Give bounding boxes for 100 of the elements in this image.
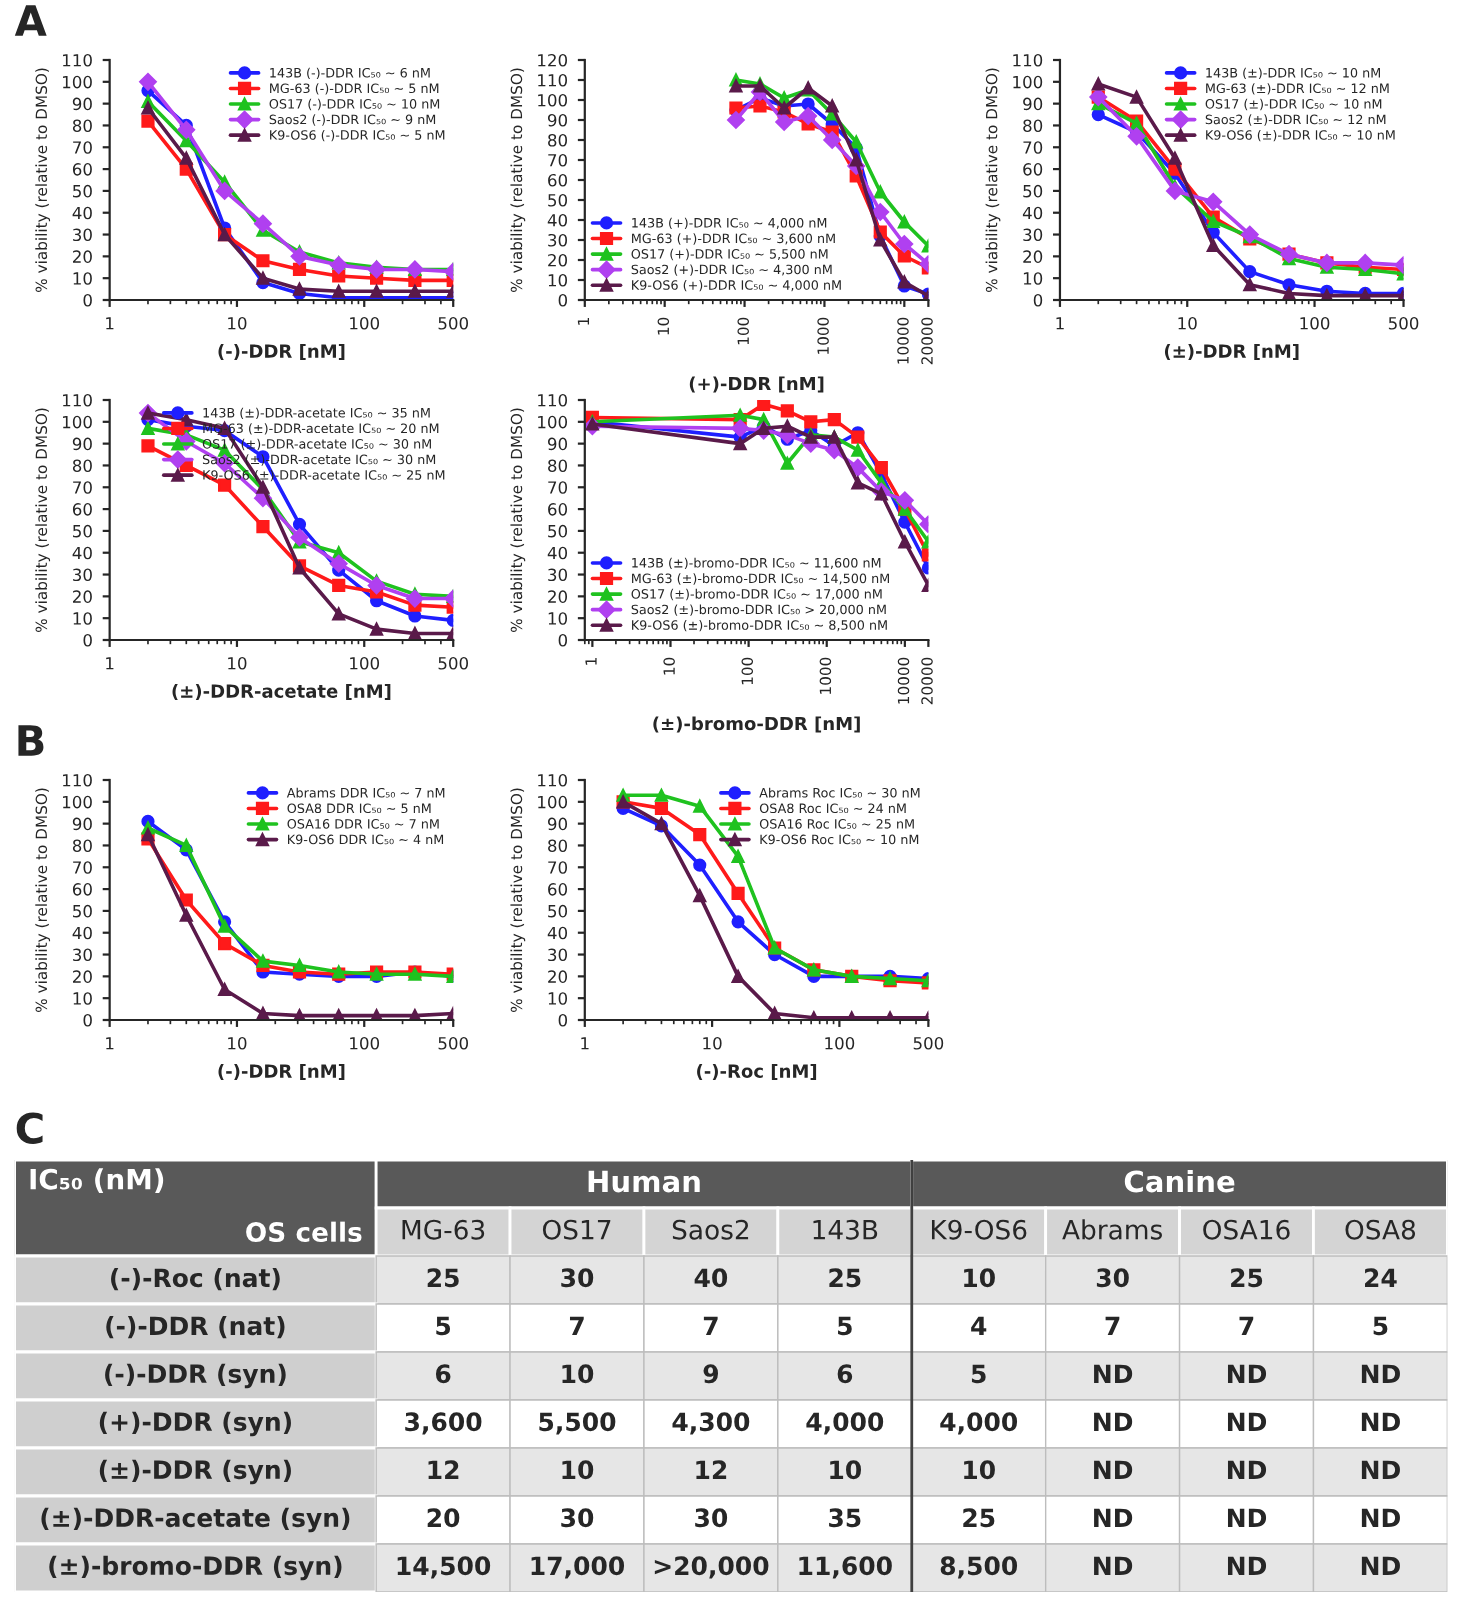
x-tick-label: 100 (350, 316, 380, 330)
y-tick-label: 100 (1013, 75, 1043, 89)
category-label: (±)-DDR-acetate (syn) (41, 1507, 350, 1533)
text: 14,500 (397, 1556, 491, 1579)
x-tick-label: 10 (703, 1036, 722, 1050)
x-tick-label: 1 (106, 1037, 114, 1050)
y-tick-label: 30 (548, 233, 568, 247)
y-tick-label: 40 (72, 926, 92, 940)
y-tick-label: 90 (547, 817, 568, 831)
y-tick-label: 70 (73, 141, 92, 154)
x-tick-label: 100 (350, 656, 380, 670)
y-tick-label: 100 (63, 75, 92, 89)
y-tick-label: 100 (63, 415, 92, 429)
y-tick-label: 70 (1023, 141, 1043, 154)
text: 7 (703, 1316, 718, 1335)
y-tick-label: 90 (72, 437, 92, 451)
x-axis-title: (±)-DDR [nM] (1164, 343, 1299, 361)
y-tick-label: 0 (83, 1013, 92, 1027)
x-axis-title: (-)-DDR [nM] (218, 343, 345, 361)
y-tick-label: 10 (548, 992, 568, 1005)
y-tick-label: 60 (548, 503, 568, 516)
y-tick-label: 50 (73, 904, 92, 918)
text: 4,300 (672, 1412, 750, 1435)
y-tick-label: 80 (1023, 119, 1043, 133)
text: 6 (837, 1364, 853, 1384)
y-tick-label: 110 (538, 773, 568, 787)
text: 12 (428, 1460, 459, 1479)
text: Canine (1124, 1169, 1235, 1193)
x-tick-label: 10 (1178, 316, 1197, 330)
category-label: MG-63 (402, 1219, 485, 1240)
y-tick-label: 100 (63, 795, 92, 809)
text: >20,000 (654, 1556, 769, 1579)
y-tick-label: 110 (63, 773, 92, 787)
y-tick-label: 30 (73, 228, 92, 242)
x-axis-title: (±)-bromo-DDR [nM] (653, 716, 860, 733)
y-tick-label: 120 (538, 53, 568, 67)
y-tick-label: 70 (548, 861, 568, 874)
text: 10 (964, 1460, 995, 1480)
text: ND (1227, 1364, 1267, 1383)
category-label: (-)-DDR (nat) (106, 1315, 285, 1339)
y-tick-label: 90 (1023, 97, 1043, 111)
y-tick-label: 20 (73, 970, 92, 983)
text: 20 (427, 1508, 460, 1528)
y-tick-label: 100 (538, 93, 568, 107)
y-tick-label: 0 (558, 293, 568, 307)
text: 12 (696, 1460, 727, 1479)
y-tick-label: 110 (1013, 53, 1043, 67)
text: 25 (829, 1268, 861, 1288)
y-tick-label: 10 (548, 612, 568, 625)
x-tick-label: 100 (825, 1036, 855, 1050)
x-axis-title: (+)-DDR [nM] (689, 376, 824, 393)
text: 5 (838, 1316, 852, 1336)
y-tick-label: 50 (548, 524, 568, 538)
y-tick-label: 40 (547, 926, 568, 940)
y-tick-label: 50 (548, 904, 568, 918)
y-tick-label: 80 (72, 839, 92, 853)
y-tick-label: 100 (538, 795, 568, 809)
text: 24 (1365, 1268, 1397, 1287)
text: 40 (694, 1268, 728, 1288)
y-tick-label: 70 (548, 481, 568, 494)
y-tick-label: 60 (1023, 163, 1043, 176)
x-tick-label: 10 (228, 656, 247, 670)
y-tick-label: 90 (72, 97, 92, 111)
y-tick-label: 30 (73, 948, 92, 962)
y-tick-label: 20 (73, 250, 92, 263)
y-tick-label: 60 (72, 883, 92, 896)
y-tick-label: 60 (72, 503, 92, 516)
category-label: OSA16 (1203, 1219, 1290, 1240)
x-tick-label: 500 (438, 1036, 469, 1050)
x-tick-label: 500 (438, 316, 469, 330)
category-label: (±)-bromo-DDR (syn) (49, 1555, 342, 1581)
y-tick-label: 50 (548, 193, 568, 207)
y-tick-label: 40 (72, 206, 92, 220)
text: IC₅₀ (nM) (30, 1168, 164, 1193)
y-tick-label: 50 (73, 524, 92, 538)
y-tick-label: 0 (1033, 293, 1043, 307)
y-tick-label: 90 (547, 437, 568, 451)
y-tick-label: 10 (73, 272, 92, 285)
text: ND (1227, 1412, 1267, 1431)
text: 5 (436, 1316, 451, 1336)
y-tick-label: 30 (1023, 228, 1043, 242)
text: ND (1227, 1460, 1267, 1479)
category-label: OS17 (542, 1219, 611, 1240)
y-tick-label: 80 (72, 119, 92, 133)
text: C (16, 1112, 43, 1144)
y-tick-label: 40 (1022, 206, 1043, 220)
x-axis-title: (-)-Roc [nM] (697, 1063, 817, 1081)
text: Human (588, 1170, 700, 1193)
y-tick-label: 40 (72, 546, 92, 560)
text: 25 (1231, 1268, 1263, 1288)
text: 4,000 (806, 1412, 884, 1435)
x-axis-title: (-)-DDR [nM] (218, 1063, 345, 1081)
y-tick-label: 110 (63, 393, 92, 407)
y-tick-label: 80 (72, 459, 92, 473)
text: 7 (569, 1316, 584, 1335)
y-tick-label: 60 (548, 883, 568, 896)
y-tick-label: 10 (548, 273, 568, 287)
y-tick-label: 60 (548, 173, 568, 187)
text: 17,000 (531, 1556, 625, 1579)
text: 4,000 (940, 1412, 1018, 1435)
